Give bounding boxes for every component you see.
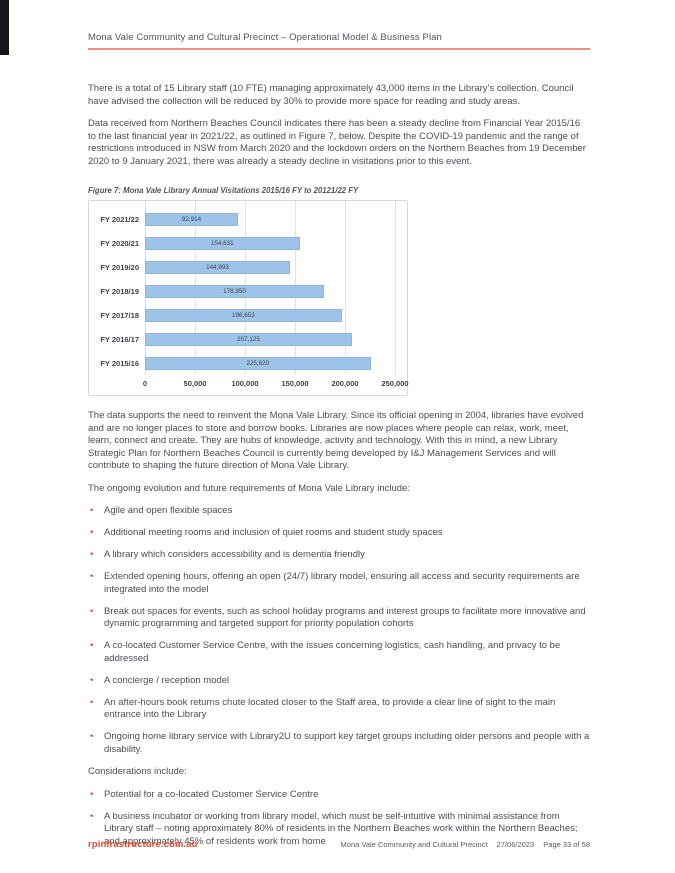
chart-bar-value-label: 178,950 [223, 287, 246, 295]
list-item-text: Ongoing home library service with Librar… [104, 731, 590, 755]
list-item: • A library which considers accessibility… [88, 549, 590, 562]
chart-bar-value-label: 196,653 [231, 311, 255, 319]
page-footer: rpinfrastructure.com.au Mona Vale Commun… [88, 839, 590, 850]
footer-doc-title: Mona Vale Community and Cultural Precinc… [340, 840, 488, 849]
list-item: • A business incubator or working from li… [88, 811, 590, 849]
page-header-title: Mona Vale Community and Cultural Precinc… [88, 32, 590, 50]
chart-x-tick-label: 250,000 [381, 379, 409, 388]
list-item: • Potential for a co-located Customer Ser… [88, 789, 590, 802]
footer-page-number: Page 33 of 58 [543, 840, 590, 849]
chart-category-label: FY 2020/21 [100, 238, 139, 248]
list-item-text: Potential for a co-located Customer Serv… [104, 788, 319, 800]
chart-bar: 225,620 [145, 356, 371, 370]
chart-gridline [395, 201, 396, 375]
chart-bar-row: 154,631 [145, 231, 395, 255]
chart-bar-row: 207,125 [145, 327, 395, 351]
chart-bar: 92,914 [145, 212, 238, 226]
bullet-icon: • [90, 810, 94, 822]
chart-bar: 144,993 [145, 260, 290, 274]
chart-category-labels: FY 2021/22 FY 2020/21 FY 2019/20 FY 2018/19… [89, 207, 139, 375]
paragraph-visitation-decline: Data received from Northern Beaches Coun… [88, 118, 586, 167]
bullet-icon: • [90, 788, 94, 800]
chart-bar-row: 178,950 [145, 279, 395, 303]
requirements-list: • Agile and open flexible spaces • Additio… [88, 505, 590, 756]
bullet-icon: • [90, 527, 94, 538]
chart-x-axis: 0 50,000 100,000 150,000 200,000 250,000 [142, 379, 409, 391]
figure-caption: Figure 7: Mona Vale Library Annual Visit… [88, 186, 359, 195]
chart-category-label: FY 2017/18 [100, 310, 139, 320]
list-item: • A concierge / reception model [88, 675, 590, 688]
bullet-icon: • [90, 549, 94, 560]
list-item: • Break out spaces for events, such as sc… [88, 606, 590, 631]
chart-plot: 92,914 154,631 144,993 178,950 196,653 207,12… [145, 201, 396, 375]
list-item-text: Additional meeting rooms and inclusion o… [104, 527, 443, 538]
chart-bar-value-label: 144,993 [206, 263, 229, 271]
chart-bar-value-label: 207,125 [237, 335, 260, 343]
bullet-icon: • [90, 571, 94, 582]
chart-x-tick-label: 0 [142, 379, 148, 388]
list-item-text: Break out spaces for events, such as sch… [104, 605, 586, 630]
chart-category-label: FY 2018/19 [100, 286, 139, 296]
list-item: • Agile and open flexible spaces [88, 505, 590, 518]
bullet-icon: • [90, 674, 94, 686]
chart-bar-value-label: 154,631 [210, 239, 234, 247]
list-item-text: A library which considers accessibility … [104, 549, 365, 560]
chart-category-label: FY 2019/20 [100, 262, 139, 272]
chart-bar: 207,125 [145, 332, 353, 346]
paragraph-reinvent-library: The data supports the need to reinvent t… [88, 410, 584, 471]
list-item: • Extended opening hours, offering an ope… [88, 571, 590, 596]
footer-meta: Mona Vale Community and Cultural Precinc… [341, 840, 590, 849]
list-item-text: A concierge / reception model [104, 674, 230, 686]
page-corner-mark [0, 0, 9, 55]
chart-bar-value-label: 225,620 [246, 359, 270, 367]
chart-bar-row: 92,914 [145, 207, 395, 231]
list-item: • Additional meeting rooms and inclusion … [88, 527, 590, 540]
chart-category-label: FY 2015/16 [100, 358, 139, 368]
list-item-text: An after-hours book returns chute locate… [104, 696, 556, 721]
footer-website-link[interactable]: rpinfrastructure.com.au [88, 839, 198, 850]
list-item-text: Extended opening hours, offering an open… [104, 571, 580, 595]
footer-date: 27/06/2023 [496, 840, 535, 849]
list-item-text: A co-located Customer Service Centre, wi… [104, 640, 561, 664]
chart-bar: 178,950 [145, 284, 324, 298]
bar-chart-visitations: FY 2021/22 FY 2020/21 FY 2019/20 FY 2018/19… [88, 200, 409, 396]
bullet-icon: • [90, 505, 94, 516]
chart-category-label: FY 2016/17 [100, 334, 139, 344]
list-item: • Ongoing home library service with Libra… [88, 731, 590, 756]
paragraph-considerations-intro: Considerations include: [88, 766, 187, 777]
chart-x-tick-label: 150,000 [281, 379, 309, 388]
list-item-text: A business incubator or working from lib… [104, 810, 578, 847]
list-item-text: Agile and open flexible spaces [104, 505, 233, 516]
chart-bar-row: 225,620 [145, 351, 395, 375]
chart-x-tick-label: 200,000 [331, 379, 359, 388]
bullet-icon: • [90, 605, 94, 617]
chart-x-tick-label: 50,000 [183, 379, 207, 388]
chart-gridline [345, 201, 346, 375]
chart-bar: 196,653 [145, 308, 342, 322]
list-item: • An after-hours book returns chute locat… [88, 697, 590, 722]
chart-bar-row: 144,993 [145, 255, 395, 279]
bullet-icon: • [90, 731, 94, 742]
paragraph-staff-collection: There is a total of 15 Library staff (10… [88, 83, 574, 107]
bullet-icon: • [90, 640, 94, 651]
chart-bar: 154,631 [145, 236, 300, 250]
list-item: • A co-located Customer Service Centre, w… [88, 640, 590, 665]
chart-x-tick-label: 100,000 [231, 379, 259, 388]
bullet-icon: • [90, 696, 94, 708]
paragraph-evolution-intro: The ongoing evolution and future require… [88, 482, 410, 494]
chart-category-label: FY 2021/22 [100, 214, 139, 224]
considerations-list: • Potential for a co-located Customer Ser… [88, 789, 590, 849]
chart-bar-value-label: 92,914 [181, 215, 202, 223]
chart-bar-row: 196,653 [145, 303, 395, 327]
